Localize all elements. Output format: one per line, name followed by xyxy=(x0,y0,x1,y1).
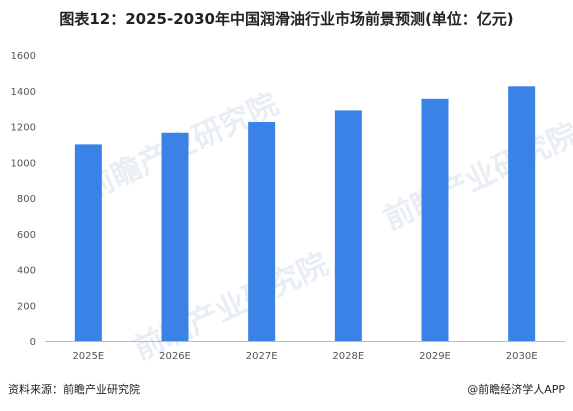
x-tick-label: 2025E xyxy=(72,351,104,362)
x-tick-label: 2029E xyxy=(419,351,451,362)
y-axis: 0 200 400 600 800 1000 1200 1400 1600 xyxy=(11,51,36,348)
brand-note: @前瞻经济学人APP xyxy=(467,383,565,396)
chart-title: 图表12：2025-2030年中国润滑油行业市场前景预测(单位：亿元) xyxy=(59,10,514,28)
bar-2028E xyxy=(334,110,362,341)
x-axis: 2025E 2026E 2027E 2028E 2029E 2030E xyxy=(45,341,565,362)
bar-2025E xyxy=(74,144,102,341)
bar-2029E xyxy=(421,98,449,341)
y-tick-label: 1200 xyxy=(11,123,36,134)
y-tick-label: 800 xyxy=(17,194,36,205)
bar-2030E xyxy=(508,86,536,341)
x-tick-label: 2027E xyxy=(246,351,278,362)
x-tick-label: 2030E xyxy=(506,351,538,362)
y-tick-label: 1600 xyxy=(11,51,36,62)
y-tick-label: 1000 xyxy=(11,158,36,169)
watermark-text: 前瞻产业研究院 xyxy=(379,117,573,237)
bar-2027E xyxy=(248,122,276,341)
y-tick-label: 600 xyxy=(17,230,36,241)
watermark-group: 前瞻产业研究院 前瞻产业研究院 前瞻产业研究院 xyxy=(79,87,573,367)
watermark-text: 前瞻产业研究院 xyxy=(129,247,334,367)
source-note: 资料来源：前瞻产业研究院 xyxy=(8,383,140,396)
y-tick-label: 1400 xyxy=(11,87,36,98)
x-tick-label: 2026E xyxy=(159,351,191,362)
y-tick-label: 0 xyxy=(30,337,36,348)
bar-2026E xyxy=(161,132,189,341)
bars xyxy=(74,86,536,341)
y-tick-label: 400 xyxy=(17,266,36,277)
y-tick-label: 200 xyxy=(17,301,36,312)
x-tick-label: 2028E xyxy=(332,351,364,362)
